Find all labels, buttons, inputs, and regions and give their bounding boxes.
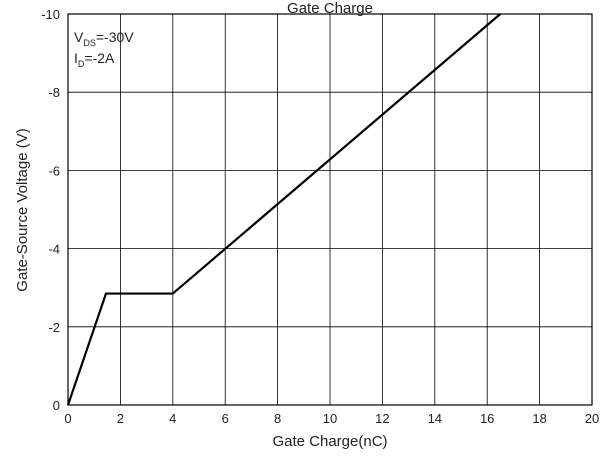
grid [67, 13, 593, 406]
svg-text:ID=-2A: ID=-2A [74, 50, 115, 69]
x-tick-label: 4 [169, 411, 176, 426]
x-tick-label: 10 [323, 411, 337, 426]
tick-labels: 0 2 4 6 8 10 12 14 16 18 20 0 -2 -4 -6 -8 -10 [41, 7, 599, 426]
x-tick-label: 16 [480, 411, 494, 426]
y-axis-label: Gate-Source Voltage (V) [14, 128, 31, 291]
plot-frame [67, 13, 593, 406]
annotation-id-main: I [74, 50, 78, 66]
x-tick-label: 6 [222, 411, 229, 426]
x-tick-label: 12 [375, 411, 389, 426]
y-tick-label: 0 [53, 398, 60, 413]
x-tick-label: 14 [428, 411, 442, 426]
y-tick-label: -10 [41, 7, 60, 22]
x-axis-label: Gate Charge(nC) [272, 433, 387, 450]
annotation-id: ID=-2A [74, 50, 115, 69]
y-tick-label: -8 [48, 85, 60, 100]
svg-text:VDS=-30V: VDS=-30V [74, 29, 134, 48]
annotation-vds: VDS=-30V [74, 29, 134, 48]
annotation-id-value: =-2A [84, 50, 115, 66]
x-tick-label: 18 [532, 411, 546, 426]
annotation-vds-main: V [74, 29, 84, 45]
y-tick-label: -4 [48, 242, 60, 257]
annotation-vds-value: =-30V [96, 29, 134, 45]
annotation-vds-sub: DS [83, 38, 96, 48]
x-tick-label: 8 [274, 411, 281, 426]
x-tick-label: 20 [585, 411, 599, 426]
x-tick-label: 0 [64, 411, 71, 426]
series-line-0 [66, 13, 502, 406]
chart-title: Gate Charge [287, 0, 373, 17]
x-tick-label: 2 [117, 411, 124, 426]
y-tick-label: -6 [48, 163, 60, 178]
series-layer [66, 13, 502, 406]
annotation-id-sub: D [78, 59, 85, 69]
y-tick-label: -2 [48, 320, 60, 335]
